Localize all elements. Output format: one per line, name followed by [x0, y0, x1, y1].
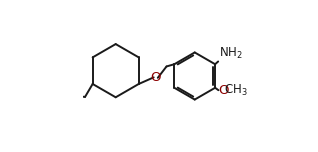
- Text: O: O: [218, 84, 229, 97]
- Text: NH$_2$: NH$_2$: [219, 46, 243, 61]
- Text: O: O: [150, 71, 161, 84]
- Text: CH$_3$: CH$_3$: [224, 83, 247, 98]
